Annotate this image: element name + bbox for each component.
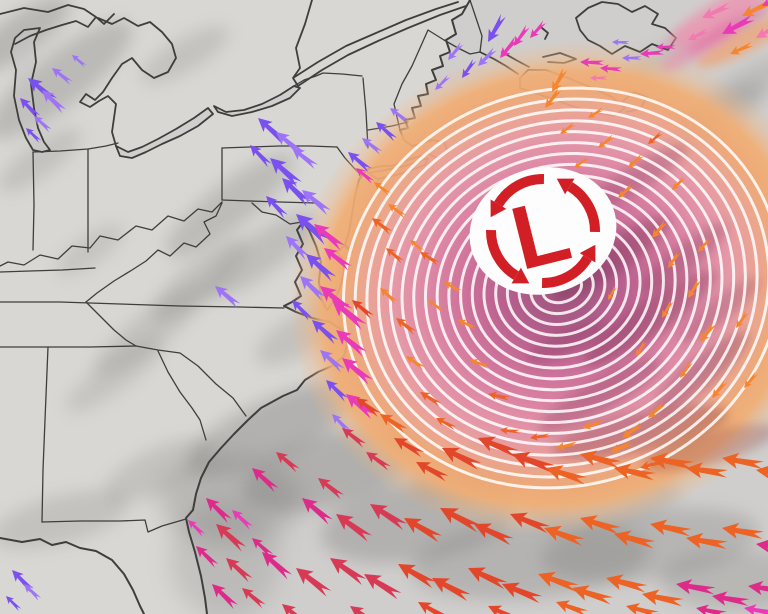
low-pressure-symbol: L (469, 167, 617, 295)
state-borders (0, 0, 483, 533)
isobar (388, 130, 736, 446)
isobar (341, 86, 768, 490)
lake-huron (79, 17, 177, 147)
lake-ontario (213, 85, 301, 117)
gulf-coastline (0, 537, 145, 614)
lake-erie (115, 107, 214, 159)
isobar (377, 119, 747, 457)
isobar (365, 108, 759, 468)
great-lakes (0, 4, 301, 159)
st-lawrence-river (292, 0, 467, 87)
isobar (400, 141, 724, 435)
cyclone-rotation-arrows (480, 168, 606, 294)
lake-superior-shore (0, 4, 115, 45)
isobar (412, 151, 712, 425)
isobar (353, 97, 768, 479)
